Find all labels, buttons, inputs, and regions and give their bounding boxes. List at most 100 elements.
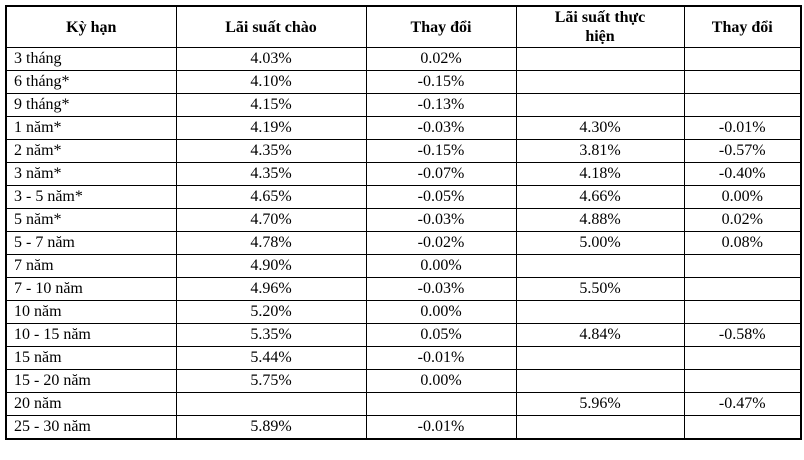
executed-rate-cell: 4.88% bbox=[515, 208, 685, 232]
term-cell: 25 - 30 năm bbox=[5, 415, 177, 440]
executed-change-cell bbox=[683, 254, 802, 278]
offer-rate-cell: 4.35% bbox=[175, 139, 367, 163]
offer-change-cell: -0.15% bbox=[365, 70, 517, 94]
term-cell: 3 - 5 năm* bbox=[5, 185, 177, 209]
offer-change-cell: -0.15% bbox=[365, 139, 517, 163]
table-row: 3 - 5 năm* 4.65% -0.05% 4.66% 0.00% bbox=[5, 185, 802, 209]
header-term: Kỳ hạn bbox=[5, 5, 177, 48]
table-row: 5 năm* 4.70% -0.03% 4.88% 0.02% bbox=[5, 208, 802, 232]
offer-change-cell: 0.05% bbox=[365, 323, 517, 347]
offer-change-cell bbox=[365, 392, 517, 416]
offer-change-cell: 0.00% bbox=[365, 369, 517, 393]
executed-rate-cell bbox=[515, 47, 685, 71]
executed-rate-cell bbox=[515, 70, 685, 94]
offer-rate-cell: 4.96% bbox=[175, 277, 367, 301]
header-executed-rate: Lãi suất thực hiện bbox=[515, 5, 685, 48]
table-row: 10 - 15 năm 5.35% 0.05% 4.84% -0.58% bbox=[5, 323, 802, 347]
offer-rate-cell: 4.65% bbox=[175, 185, 367, 209]
executed-rate-cell: 5.50% bbox=[515, 277, 685, 301]
table-row: 1 năm* 4.19% -0.03% 4.30% -0.01% bbox=[5, 116, 802, 140]
offer-change-cell: -0.07% bbox=[365, 162, 517, 186]
table-row: 9 tháng* 4.15% -0.13% bbox=[5, 93, 802, 117]
term-cell: 7 - 10 năm bbox=[5, 277, 177, 301]
offer-change-cell: -0.13% bbox=[365, 93, 517, 117]
table-row: 15 năm 5.44% -0.01% bbox=[5, 346, 802, 370]
term-cell: 7 năm bbox=[5, 254, 177, 278]
executed-rate-cell: 4.30% bbox=[515, 116, 685, 140]
executed-change-cell: 0.00% bbox=[683, 185, 802, 209]
executed-change-cell: 0.08% bbox=[683, 231, 802, 255]
term-cell: 20 năm bbox=[5, 392, 177, 416]
executed-rate-cell: 5.00% bbox=[515, 231, 685, 255]
executed-rate-cell bbox=[515, 346, 685, 370]
table-row: 2 năm* 4.35% -0.15% 3.81% -0.57% bbox=[5, 139, 802, 163]
executed-change-cell bbox=[683, 415, 802, 440]
offer-rate-cell: 5.89% bbox=[175, 415, 367, 440]
table-row: 7 - 10 năm 4.96% -0.03% 5.50% bbox=[5, 277, 802, 301]
table-row: 10 năm 5.20% 0.00% bbox=[5, 300, 802, 324]
offer-change-cell: 0.00% bbox=[365, 300, 517, 324]
executed-change-cell bbox=[683, 70, 802, 94]
offer-rate-cell: 4.90% bbox=[175, 254, 367, 278]
executed-change-cell: -0.40% bbox=[683, 162, 802, 186]
interest-rates-table: Kỳ hạn Lãi suất chào Thay đổi Lãi suất t… bbox=[5, 5, 802, 440]
term-cell: 2 năm* bbox=[5, 139, 177, 163]
executed-change-cell: -0.47% bbox=[683, 392, 802, 416]
table-row: 25 - 30 năm 5.89% -0.01% bbox=[5, 415, 802, 440]
table-row: 5 - 7 năm 4.78% -0.02% 5.00% 0.08% bbox=[5, 231, 802, 255]
offer-rate-cell: 5.20% bbox=[175, 300, 367, 324]
offer-rate-cell: 4.35% bbox=[175, 162, 367, 186]
term-cell: 3 năm* bbox=[5, 162, 177, 186]
executed-change-cell bbox=[683, 277, 802, 301]
header-offer-rate: Lãi suất chào bbox=[175, 5, 367, 48]
term-cell: 6 tháng* bbox=[5, 70, 177, 94]
offer-rate-cell: 4.15% bbox=[175, 93, 367, 117]
executed-change-cell: 0.02% bbox=[683, 208, 802, 232]
term-cell: 1 năm* bbox=[5, 116, 177, 140]
offer-rate-cell: 5.44% bbox=[175, 346, 367, 370]
table-row: 3 năm* 4.35% -0.07% 4.18% -0.40% bbox=[5, 162, 802, 186]
header-offer-change: Thay đổi bbox=[365, 5, 517, 48]
offer-change-cell: -0.05% bbox=[365, 185, 517, 209]
term-cell: 15 năm bbox=[5, 346, 177, 370]
offer-change-cell: 0.02% bbox=[365, 47, 517, 71]
executed-change-cell bbox=[683, 346, 802, 370]
table-row: 6 tháng* 4.10% -0.15% bbox=[5, 70, 802, 94]
executed-change-cell: -0.57% bbox=[683, 139, 802, 163]
executed-rate-cell: 4.18% bbox=[515, 162, 685, 186]
table-row: 20 năm 5.96% -0.47% bbox=[5, 392, 802, 416]
offer-change-cell: -0.02% bbox=[365, 231, 517, 255]
offer-rate-cell: 4.70% bbox=[175, 208, 367, 232]
header-executed-change: Thay đổi bbox=[683, 5, 802, 48]
executed-change-cell: -0.58% bbox=[683, 323, 802, 347]
offer-rate-cell: 5.35% bbox=[175, 323, 367, 347]
offer-change-cell: -0.01% bbox=[365, 346, 517, 370]
term-cell: 15 - 20 năm bbox=[5, 369, 177, 393]
offer-change-cell: -0.01% bbox=[365, 415, 517, 440]
header-row: Kỳ hạn Lãi suất chào Thay đổi Lãi suất t… bbox=[5, 5, 802, 48]
term-cell: 10 năm bbox=[5, 300, 177, 324]
term-cell: 10 - 15 năm bbox=[5, 323, 177, 347]
offer-rate-cell: 4.03% bbox=[175, 47, 367, 71]
offer-rate-cell: 5.75% bbox=[175, 369, 367, 393]
executed-rate-cell: 5.96% bbox=[515, 392, 685, 416]
offer-change-cell: 0.00% bbox=[365, 254, 517, 278]
term-cell: 5 - 7 năm bbox=[5, 231, 177, 255]
executed-rate-cell bbox=[515, 369, 685, 393]
term-cell: 5 năm* bbox=[5, 208, 177, 232]
executed-rate-cell: 4.66% bbox=[515, 185, 685, 209]
executed-rate-cell: 4.84% bbox=[515, 323, 685, 347]
executed-rate-cell bbox=[515, 254, 685, 278]
table-row: 3 tháng 4.03% 0.02% bbox=[5, 47, 802, 71]
executed-rate-cell: 3.81% bbox=[515, 139, 685, 163]
term-cell: 3 tháng bbox=[5, 47, 177, 71]
offer-rate-cell: 4.78% bbox=[175, 231, 367, 255]
executed-change-cell: -0.01% bbox=[683, 116, 802, 140]
offer-change-cell: -0.03% bbox=[365, 116, 517, 140]
executed-rate-cell bbox=[515, 415, 685, 440]
offer-change-cell: -0.03% bbox=[365, 208, 517, 232]
offer-change-cell: -0.03% bbox=[365, 277, 517, 301]
executed-change-cell bbox=[683, 369, 802, 393]
executed-rate-cell bbox=[515, 93, 685, 117]
